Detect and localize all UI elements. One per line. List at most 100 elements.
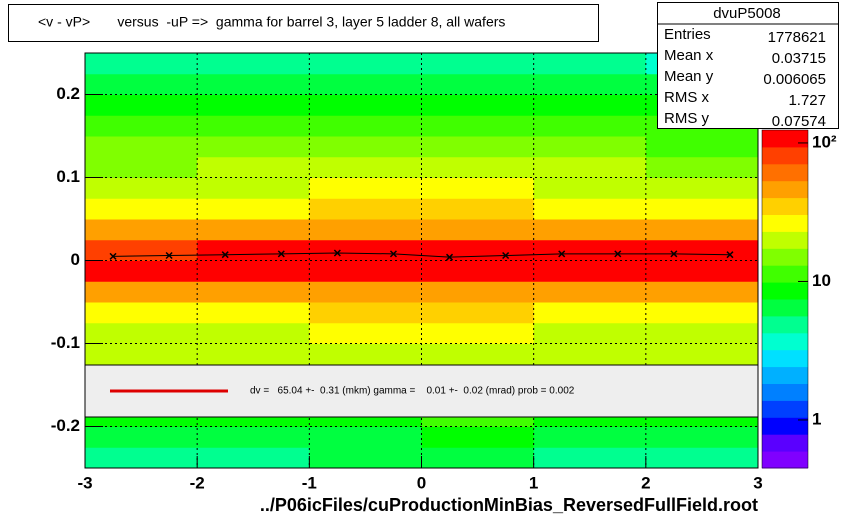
profile-marker <box>446 253 454 261</box>
palette-swatch <box>762 180 808 199</box>
heat-cell <box>645 156 759 178</box>
heat-cell <box>533 198 647 220</box>
heat-cell <box>197 219 310 241</box>
heat-cell <box>85 53 198 75</box>
palette-swatch <box>762 231 808 249</box>
palette-swatch <box>762 417 808 435</box>
heat-cell <box>421 94 535 116</box>
x-tick-label: 1 <box>529 473 538 492</box>
heat-cell <box>533 136 647 158</box>
chart-title: <v - vP> versus -uP => gamma for barrel … <box>38 14 505 30</box>
heat-cell <box>421 156 535 178</box>
palette-swatch <box>762 299 808 317</box>
palette-swatch <box>762 451 808 469</box>
palette-swatch <box>762 366 808 384</box>
heat-cell <box>309 260 422 282</box>
z-tick-label: 10 <box>812 271 831 290</box>
heat-cell <box>533 219 647 241</box>
profile-marker <box>109 252 117 260</box>
heat-cell <box>197 53 310 75</box>
heat-cell <box>85 94 198 116</box>
heat-cell <box>533 322 647 344</box>
heat-cell <box>645 239 759 261</box>
heat-cell <box>85 156 198 178</box>
profile-marker <box>670 250 678 258</box>
palette-swatch <box>762 315 808 334</box>
heat-cell <box>645 343 759 365</box>
heat-cell <box>421 343 535 365</box>
palette-swatch <box>762 130 808 148</box>
heat-cell <box>533 94 647 116</box>
heat-cell <box>645 219 759 241</box>
heat-cell <box>309 198 422 220</box>
heat-cell <box>197 136 310 158</box>
heat-cell <box>85 343 198 365</box>
heat-cell <box>85 239 198 261</box>
heat-cell <box>309 239 422 261</box>
stats-name: dvuP5008 <box>713 5 781 22</box>
heat-cell <box>421 260 535 282</box>
palette-swatch <box>762 383 808 401</box>
heat-cell <box>421 115 535 137</box>
heat-cell <box>197 73 310 95</box>
y-tick-label: 0 <box>71 250 80 269</box>
heat-cell <box>85 198 198 220</box>
heat-cell <box>197 239 310 261</box>
heat-cell <box>533 426 647 448</box>
stats-value: 0.03715 <box>772 50 826 67</box>
heat-cell <box>533 343 647 365</box>
palette-frame <box>761 129 809 469</box>
palette-swatch <box>762 349 808 368</box>
heat-cell <box>197 156 310 178</box>
heat-cell <box>645 198 759 220</box>
heat-cell <box>533 447 647 469</box>
heat-cell <box>421 322 535 344</box>
heat-cell <box>85 177 198 199</box>
profile-marker <box>165 251 173 260</box>
heat-cell <box>645 136 759 158</box>
heat-cell <box>645 260 759 282</box>
heat-cell <box>197 447 310 469</box>
heat-cell <box>421 426 535 448</box>
heat-cell <box>309 281 422 303</box>
heat-cell <box>645 177 759 199</box>
heat-cell <box>533 177 647 199</box>
heat-cell <box>533 302 647 324</box>
palette-swatch <box>762 214 808 232</box>
palette-swatch <box>762 434 808 452</box>
heat-cell <box>309 53 422 75</box>
y-tick-label: 0.1 <box>56 167 80 186</box>
palette-swatch <box>762 265 808 283</box>
x-axis-label: ../P06icFiles/cuProductionMinBias_Revers… <box>260 495 758 515</box>
heat-cell <box>421 73 535 95</box>
heat-cell <box>85 426 198 448</box>
heat-cell <box>197 94 310 116</box>
y-tick-label: -0.1 <box>51 333 80 352</box>
heat-cell <box>309 94 422 116</box>
heat-cell <box>645 426 759 448</box>
stats-value: 1.727 <box>788 92 826 109</box>
heat-cell <box>645 322 759 344</box>
heat-cell <box>421 177 535 199</box>
x-tick-label: -1 <box>302 473 317 492</box>
heat-cell <box>421 198 535 220</box>
stats-value: 1778621 <box>768 29 826 46</box>
heat-cell <box>309 219 422 241</box>
heat-cell <box>533 53 647 75</box>
heat-cell <box>533 239 647 261</box>
heat-cell <box>309 447 422 469</box>
heat-cell <box>197 426 310 448</box>
heat-cell <box>533 260 647 282</box>
heat-cell <box>85 322 198 344</box>
legend-text: dv = 65.04 +- 0.31 (mkm) gamma = 0.01 +-… <box>250 386 575 397</box>
profile-marker <box>333 249 341 257</box>
heat-cell <box>197 198 310 220</box>
profile-marker <box>389 250 397 258</box>
heat-cell <box>421 53 535 75</box>
heat-cell <box>197 281 310 303</box>
heat-cell <box>197 177 310 199</box>
heat-cell <box>85 219 198 241</box>
profile-marker <box>558 250 566 258</box>
heat-cell <box>197 343 310 365</box>
